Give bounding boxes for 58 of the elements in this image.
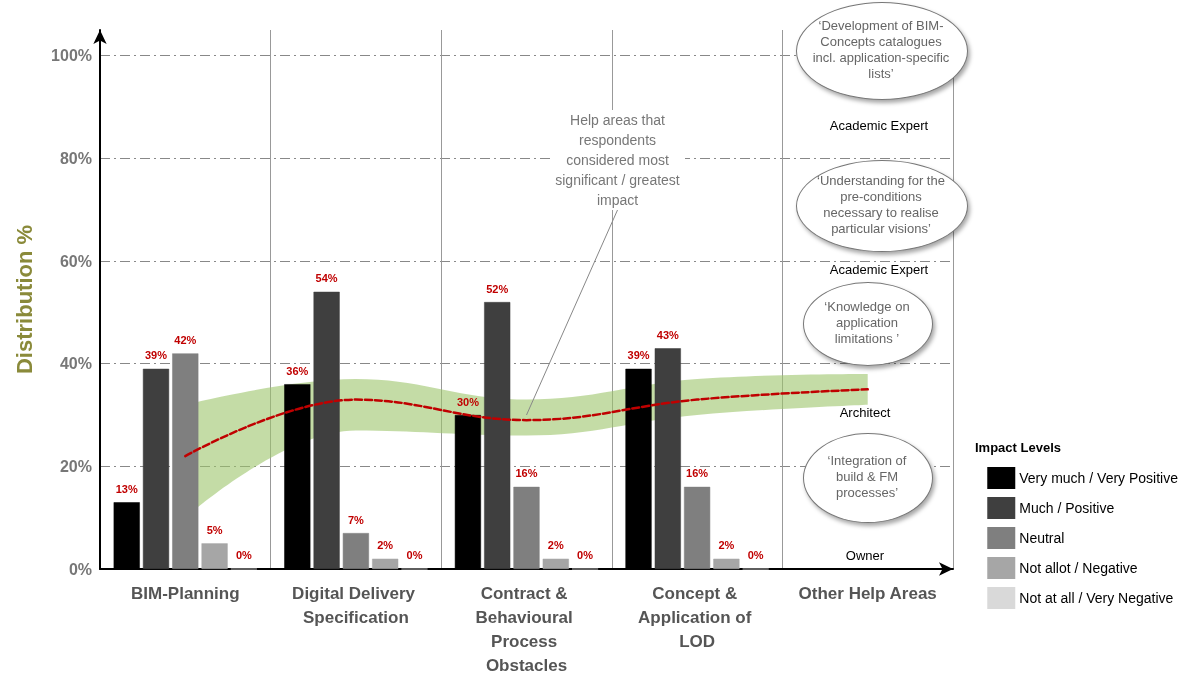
legend-label: Not at all / Very Negative: [1019, 590, 1174, 606]
bar: [372, 558, 399, 569]
data-label: 0%: [406, 549, 423, 562]
data-label: 39%: [145, 349, 168, 362]
annotation: ‘Knowledge on application limitations ’: [823, 298, 911, 348]
bar: [142, 368, 170, 569]
x-tick-label: Contract & Behavioural Process Obstacles: [475, 583, 578, 675]
data-label: 52%: [486, 282, 509, 295]
y-tick-label: 100%: [51, 47, 92, 65]
annotation: ‘Understanding for the pre-conditions necessary to realise particular visions’: [816, 172, 946, 238]
data-label: 0%: [577, 549, 594, 562]
bar: [654, 348, 681, 569]
data-label: 13%: [115, 482, 138, 495]
annotation: Academic Expert: [828, 118, 930, 133]
bar: [342, 533, 369, 569]
legend-label: Not allot / Negative: [1019, 560, 1138, 576]
annotation: Architect: [838, 405, 892, 420]
x-tick-label: BIM-Planning: [131, 583, 240, 603]
legend-label: Very much / Very Positive: [1019, 470, 1179, 486]
bar: [201, 543, 228, 569]
data-label: 2%: [377, 539, 394, 552]
bar: [513, 486, 540, 569]
data-label: 39%: [627, 349, 650, 362]
x-tick-label: Concept & Application of LOD: [638, 583, 757, 651]
annotation: ‘Integration of build & FM processes’: [826, 452, 908, 502]
x-tick-label: Other Help Areas: [798, 583, 937, 603]
bar: [542, 558, 569, 569]
y-tick-label: 40%: [59, 355, 92, 373]
legend-title: Impact Levels: [975, 440, 1061, 455]
annotation: Help areas that respondents considered most significant / greatest impact: [550, 110, 685, 210]
bar: [484, 302, 511, 569]
data-label: 54%: [315, 272, 338, 285]
data-label: 16%: [686, 467, 709, 480]
data-label: 0%: [747, 549, 764, 562]
bar: [713, 558, 740, 569]
data-label: 7%: [347, 513, 365, 526]
data-label: 2%: [718, 539, 735, 552]
y-tick-label: 60%: [59, 252, 92, 270]
data-label: 16%: [515, 467, 538, 480]
data-label: 30%: [456, 395, 480, 408]
data-label: 5%: [206, 523, 223, 536]
annotation: Academic Expert: [828, 262, 930, 277]
bar: [684, 486, 711, 569]
y-tick-label: 20%: [59, 457, 92, 475]
data-label: 2%: [547, 539, 564, 552]
data-label: 0%: [235, 549, 253, 562]
y-axis-title: Distribution %: [11, 224, 37, 375]
legend-label: Much / Positive: [1019, 500, 1115, 516]
y-tick-label: 0%: [68, 560, 92, 578]
legend-label: Neutral: [1019, 530, 1065, 546]
data-label: 43%: [656, 328, 680, 341]
annotation: Owner: [844, 548, 886, 563]
annotation: ‘Development of BIM-Concepts catalogues incl. application-specific lists’: [811, 17, 951, 83]
bar: [313, 291, 340, 569]
data-label: 36%: [286, 364, 309, 377]
data-label: 42%: [174, 333, 197, 346]
x-tick-label: Digital Delivery Specification: [292, 583, 420, 627]
y-tick-label: 80%: [59, 149, 92, 167]
